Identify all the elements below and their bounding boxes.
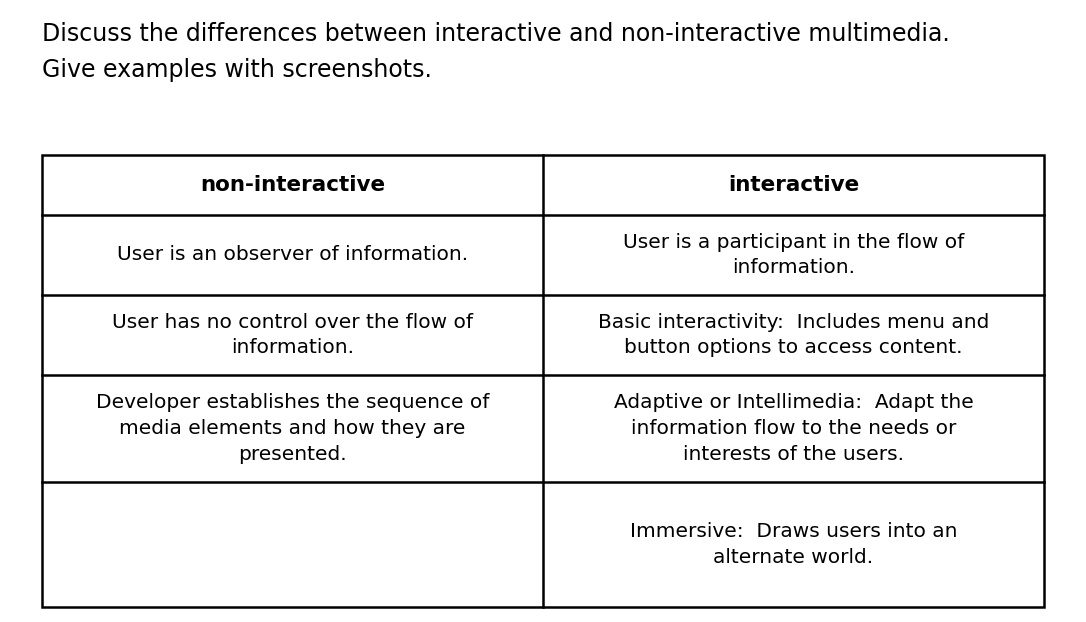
Text: User is an observer of information.: User is an observer of information. <box>117 246 468 264</box>
Bar <box>42 155 1044 607</box>
Text: Give examples with screenshots.: Give examples with screenshots. <box>42 58 432 82</box>
Text: User is a participant in the flow of
information.: User is a participant in the flow of inf… <box>623 233 964 277</box>
Text: interactive: interactive <box>728 175 859 195</box>
Text: Developer establishes the sequence of
media elements and how they are
presented.: Developer establishes the sequence of me… <box>96 393 489 464</box>
Text: non-interactive: non-interactive <box>200 175 386 195</box>
Text: User has no control over the flow of
information.: User has no control over the flow of inf… <box>112 313 473 358</box>
Text: Immersive:  Draws users into an
alternate world.: Immersive: Draws users into an alternate… <box>630 522 957 567</box>
Text: Discuss the differences between interactive and non-interactive multimedia.: Discuss the differences between interact… <box>42 22 950 46</box>
Text: Basic interactivity:  Includes menu and
button options to access content.: Basic interactivity: Includes menu and b… <box>597 313 989 358</box>
Text: Adaptive or Intellimedia:  Adapt the
information flow to the needs or
interests : Adaptive or Intellimedia: Adapt the info… <box>614 393 973 464</box>
